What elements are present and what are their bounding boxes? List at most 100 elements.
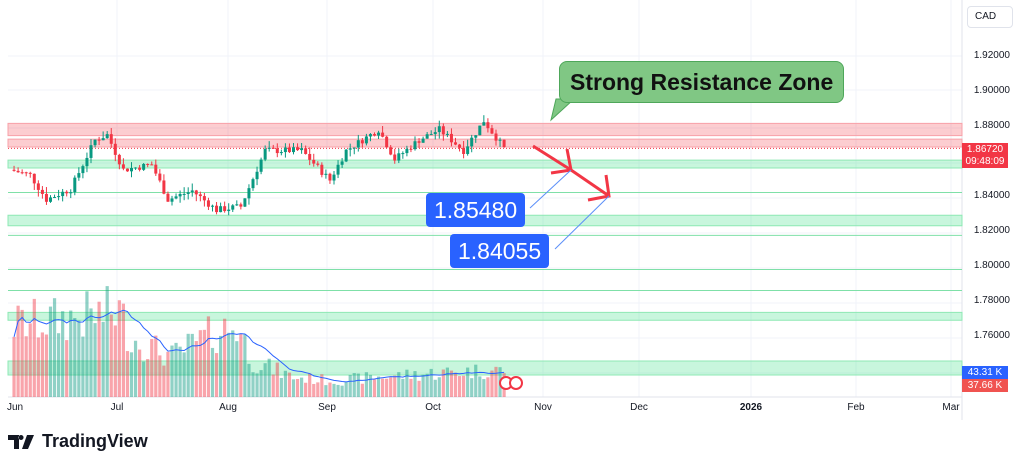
resistance-zone bbox=[7, 138, 963, 148]
volume-bar bbox=[449, 370, 454, 397]
volume-bar bbox=[340, 385, 344, 397]
candle-body bbox=[413, 141, 417, 150]
volume-bar bbox=[61, 311, 65, 397]
candle-body bbox=[296, 147, 300, 151]
support-zone bbox=[7, 159, 963, 169]
candle-body bbox=[292, 147, 295, 153]
tradingview-logo[interactable]: TradingView bbox=[8, 431, 148, 452]
candle-body bbox=[308, 153, 312, 160]
candle-body bbox=[142, 163, 146, 170]
candle-body bbox=[377, 132, 381, 136]
currency-selector[interactable]: CAD bbox=[967, 6, 1013, 28]
candle-body bbox=[194, 190, 198, 195]
volume-bar bbox=[320, 374, 324, 397]
volume-bar bbox=[401, 378, 405, 397]
candle-body bbox=[182, 193, 186, 195]
volume-bar bbox=[174, 342, 178, 397]
price-tick: 1.82000 bbox=[973, 225, 1010, 236]
price-tick: 1.88000 bbox=[973, 120, 1010, 131]
volume-bar bbox=[251, 372, 255, 397]
candle-body bbox=[482, 122, 486, 126]
candle-body bbox=[429, 134, 433, 136]
candle-body bbox=[247, 188, 251, 199]
volume-bar bbox=[453, 372, 458, 397]
candle-body bbox=[73, 177, 77, 193]
candle-body bbox=[44, 193, 48, 202]
candle-body bbox=[393, 154, 397, 161]
price-tick: 1.78000 bbox=[973, 295, 1010, 306]
volume-bar bbox=[393, 375, 397, 397]
candle-body bbox=[352, 147, 356, 149]
volume-bar bbox=[12, 336, 16, 397]
candle-body bbox=[57, 196, 61, 198]
candle-body bbox=[198, 194, 202, 197]
candle-body bbox=[105, 134, 109, 139]
candle-body bbox=[81, 166, 85, 174]
candle-body bbox=[174, 196, 178, 199]
volume-bar bbox=[73, 318, 77, 397]
volume-bar bbox=[429, 368, 433, 397]
candle-body bbox=[146, 163, 150, 165]
date-tick: Jun bbox=[6, 402, 24, 413]
candle-body bbox=[223, 206, 227, 212]
candle-body bbox=[332, 174, 336, 181]
candle-body bbox=[40, 189, 44, 194]
candle-body bbox=[166, 193, 170, 202]
volume-bar bbox=[445, 367, 449, 397]
candle-body bbox=[61, 191, 65, 197]
candle-body bbox=[49, 197, 52, 202]
volume-bar bbox=[352, 373, 356, 397]
candle-body bbox=[138, 167, 142, 170]
date-tick: Sep bbox=[318, 402, 336, 413]
candle-body bbox=[227, 209, 231, 212]
candle-body bbox=[93, 139, 97, 146]
volume-bar bbox=[466, 367, 470, 397]
volume-bar bbox=[81, 336, 85, 397]
brand-name: TradingView bbox=[42, 431, 148, 451]
candle-body bbox=[32, 173, 36, 184]
resistance-callout: Strong Resistance Zone bbox=[559, 61, 845, 103]
target-1-connector bbox=[529, 169, 572, 209]
volume-bar bbox=[146, 359, 150, 397]
volume-bar bbox=[312, 383, 316, 397]
volume-bar bbox=[138, 349, 142, 397]
candle-body bbox=[405, 148, 409, 154]
event-flag-icon bbox=[509, 376, 523, 390]
volume-bar bbox=[409, 378, 413, 397]
volume-bar bbox=[117, 300, 121, 397]
date-tick: Feb bbox=[847, 402, 865, 413]
date-tick: 2026 bbox=[739, 402, 763, 413]
volume-bar bbox=[162, 365, 166, 397]
candle-body bbox=[125, 168, 129, 172]
candle-body bbox=[251, 179, 255, 189]
candle-body bbox=[340, 161, 344, 165]
candle-body bbox=[109, 134, 113, 144]
candle-body bbox=[154, 164, 158, 174]
volume-bar bbox=[113, 325, 117, 397]
volume-sell-label: 37.66 K bbox=[962, 379, 1008, 392]
volume-bar bbox=[202, 329, 206, 397]
volume-bar bbox=[198, 330, 202, 397]
arrow-down-1 bbox=[532, 144, 572, 172]
candle-body bbox=[417, 141, 421, 143]
price-tick: 1.92000 bbox=[973, 50, 1010, 61]
volume-bar bbox=[101, 321, 105, 397]
volume-bar bbox=[389, 377, 393, 397]
target-2-connector bbox=[554, 195, 610, 250]
volume-bar bbox=[490, 370, 494, 397]
arrow-down-2 bbox=[570, 168, 610, 198]
candle-body bbox=[312, 159, 316, 164]
countdown-label: 09:48:09 bbox=[962, 155, 1008, 168]
volume-bar bbox=[372, 379, 377, 397]
volume-bar bbox=[494, 366, 498, 397]
current-price-label: 1.86720 bbox=[962, 143, 1008, 156]
candle-body bbox=[373, 134, 376, 136]
candle-body bbox=[267, 147, 271, 149]
candle-body bbox=[502, 139, 506, 147]
price-tick: 1.90000 bbox=[973, 85, 1010, 96]
candle-body bbox=[219, 206, 223, 213]
candle-body bbox=[356, 140, 360, 148]
volume-bar bbox=[93, 323, 97, 397]
candle-body bbox=[316, 163, 320, 165]
